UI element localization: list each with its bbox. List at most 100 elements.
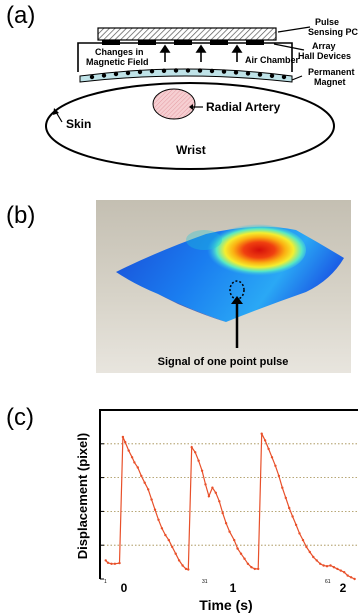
data-point xyxy=(257,567,260,571)
data-point xyxy=(329,564,332,567)
panel-a-label: (a) xyxy=(6,2,36,29)
data-point xyxy=(171,545,174,549)
data-point xyxy=(150,498,153,501)
x-axis-label: Time (s) xyxy=(199,597,252,613)
data-point xyxy=(253,567,256,571)
data-point xyxy=(315,559,318,562)
radial-artery-shape xyxy=(152,88,196,120)
data-point xyxy=(228,530,231,533)
pulse-surface-image: Signal of one point pulse xyxy=(96,200,351,373)
data-point xyxy=(288,506,291,510)
minor-tick-label-61: 61 xyxy=(325,579,331,585)
data-point xyxy=(239,552,243,555)
data-point xyxy=(325,565,329,568)
data-point xyxy=(312,555,315,559)
y-axis-label: Displacement (pixel) xyxy=(75,433,90,559)
plot-frame xyxy=(99,409,358,579)
label-changes-in: Changes in xyxy=(95,47,144,57)
data-point xyxy=(207,495,211,498)
data-point xyxy=(224,522,228,525)
data-point xyxy=(221,511,224,515)
data-point xyxy=(214,491,217,494)
series-points xyxy=(104,432,356,581)
data-point xyxy=(343,571,346,574)
label-magnetic-field: Magnetic Field xyxy=(86,57,149,67)
label-array: Array xyxy=(312,41,336,51)
label-air-chamber: Air Chamber xyxy=(245,55,300,65)
minor-tick-label-31: 31 xyxy=(202,579,208,585)
data-point xyxy=(270,456,274,459)
data-point xyxy=(277,474,281,478)
data-point xyxy=(319,562,322,565)
label-sensing-pcb: Sensing PCB xyxy=(308,27,358,37)
data-point xyxy=(281,486,284,489)
data-point xyxy=(140,474,143,478)
sensor-diagram: Pulse Sensing PCB Array Hall Devices Air… xyxy=(45,18,358,170)
data-point xyxy=(190,446,193,449)
data-point xyxy=(174,552,177,555)
data-point xyxy=(298,532,301,535)
data-point xyxy=(160,527,164,530)
data-point xyxy=(127,449,130,452)
data-point xyxy=(194,451,197,454)
x-tick-label-0: 0 xyxy=(121,581,128,595)
data-point xyxy=(246,562,250,565)
label-hall-devices: Hall Devices xyxy=(298,51,351,61)
data-point xyxy=(110,562,113,565)
permanent-magnet xyxy=(79,68,293,83)
data-point xyxy=(250,566,253,569)
data-point xyxy=(339,569,342,572)
data-point xyxy=(133,461,136,464)
label-skin: Skin xyxy=(66,117,91,131)
data-point xyxy=(243,557,246,560)
x-tick-label-2: 2 xyxy=(340,581,347,595)
data-point xyxy=(143,481,146,484)
data-point xyxy=(263,439,267,442)
data-point xyxy=(349,576,353,579)
data-point xyxy=(308,550,311,554)
label-pulse: Pulse xyxy=(315,18,339,27)
label-magnet: Magnet xyxy=(314,77,346,87)
data-point xyxy=(136,466,139,469)
data-point xyxy=(284,496,287,500)
x-tick-label-1: 1 xyxy=(230,581,237,595)
data-point xyxy=(113,562,117,565)
data-point xyxy=(233,538,236,542)
magnet-dots xyxy=(89,68,287,80)
data-point xyxy=(267,447,270,451)
data-point xyxy=(104,559,107,562)
pcb-board xyxy=(97,27,277,41)
data-point xyxy=(204,483,207,486)
field-arrows xyxy=(159,44,243,62)
data-point xyxy=(184,567,188,571)
data-point xyxy=(197,459,200,462)
data-point xyxy=(164,533,167,537)
data-point xyxy=(353,577,356,581)
label-radial-artery: Radial Artery xyxy=(206,100,281,114)
data-point xyxy=(336,567,339,571)
data-point xyxy=(218,500,221,503)
data-point xyxy=(291,515,294,518)
data-point xyxy=(346,574,349,577)
data-point xyxy=(157,518,160,521)
data-point xyxy=(211,486,214,489)
data-point xyxy=(294,523,298,527)
data-point xyxy=(121,435,125,439)
gridlines xyxy=(100,443,358,546)
data-point xyxy=(332,566,336,569)
data-point xyxy=(153,508,157,511)
data-point xyxy=(274,464,277,467)
panel-c-label: (c) xyxy=(6,404,34,431)
data-point xyxy=(187,568,190,571)
data-point xyxy=(236,547,239,550)
displacement-chart: Displacement (pixel) 1 31 61 0 1 2 Time … xyxy=(75,409,358,613)
data-point xyxy=(322,564,325,567)
data-point xyxy=(130,456,134,459)
data-point xyxy=(147,488,150,491)
data-point xyxy=(167,538,170,542)
data-point xyxy=(260,432,263,435)
label-permanent: Permanent xyxy=(308,67,355,77)
label-wrist: Wrist xyxy=(176,143,206,157)
data-point xyxy=(106,561,110,564)
data-point xyxy=(118,561,121,565)
